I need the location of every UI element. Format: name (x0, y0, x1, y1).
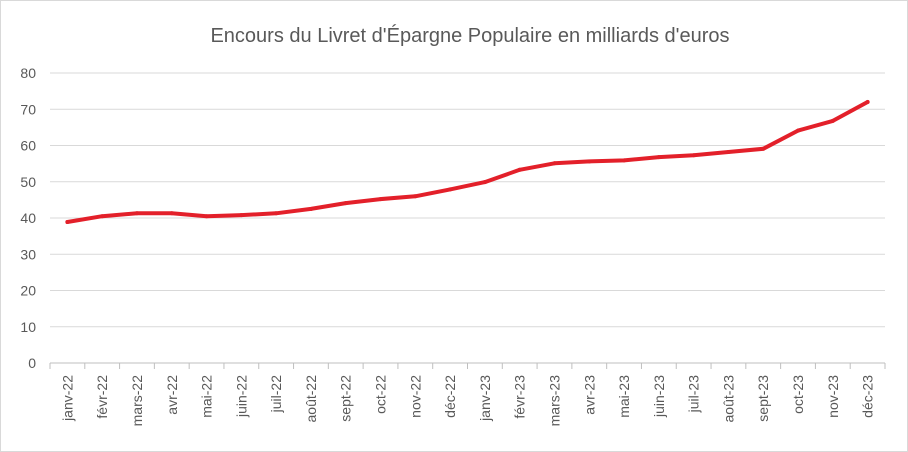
data-point (100, 214, 105, 219)
x-tick-label: juil-22 (268, 375, 284, 414)
x-tick-label: sept-22 (338, 375, 354, 422)
y-tick-label: 20 (20, 283, 36, 299)
y-tick-label: 70 (20, 101, 36, 117)
x-axis (49, 362, 886, 369)
y-tick-label: 40 (20, 210, 36, 226)
data-point (552, 161, 557, 166)
data-point (622, 158, 627, 163)
data-point (204, 214, 209, 219)
y-tick-label: 10 (20, 319, 36, 335)
data-point (865, 100, 870, 104)
x-tick-label: juin-23 (651, 375, 667, 418)
data-point (482, 180, 487, 185)
x-tick-label: nov-23 (825, 375, 841, 418)
x-tick-label: août-22 (303, 375, 319, 423)
y-tick-label: 0 (28, 355, 36, 371)
data-point (134, 211, 139, 216)
data-point (413, 194, 418, 199)
x-axis-ticks: janv-22 févr-22 mars-22 avr-22 mai-22 juin-22… (59, 375, 875, 427)
x-tick-label: mai-22 (199, 375, 215, 418)
data-point (343, 201, 348, 206)
x-tick-label: avr-22 (164, 375, 180, 415)
x-tick-label: févr-23 (512, 375, 528, 419)
chart-title: Encours du Livret d'Épargne Populaire en… (210, 24, 729, 47)
x-tick-label: juil-23 (686, 375, 702, 414)
x-tick-label: janv-23 (477, 375, 493, 422)
x-tick-label: juin-22 (233, 375, 249, 418)
data-point (308, 206, 313, 211)
data-point (239, 213, 244, 218)
x-tick-label: sept-23 (755, 375, 771, 422)
data-point (448, 187, 453, 192)
x-tick-label: mars-23 (546, 375, 562, 427)
series-group (65, 100, 870, 224)
x-tick-label: janv-22 (59, 375, 75, 422)
x-tick-label: déc-22 (442, 375, 458, 418)
data-point (656, 155, 661, 160)
x-tick-label: févr-22 (94, 375, 110, 419)
x-tick-label: mai-23 (616, 375, 632, 418)
data-point (169, 211, 174, 216)
y-axis-ticks: 0 10 20 30 40 50 60 70 80 (20, 65, 36, 371)
x-tick-label: déc-23 (860, 375, 876, 418)
y-tick-label: 50 (20, 174, 36, 190)
gridlines (50, 72, 885, 328)
x-tick-label: oct-22 (373, 375, 389, 414)
y-tick-label: 60 (20, 138, 36, 154)
x-tick-label: mars-22 (129, 375, 145, 427)
data-point (691, 153, 696, 158)
data-point (761, 146, 766, 151)
data-point (65, 219, 70, 224)
data-point (517, 167, 522, 172)
y-tick-label: 80 (20, 65, 36, 81)
data-point (830, 118, 835, 123)
data-point (587, 159, 592, 164)
x-tick-label: avr-23 (581, 375, 597, 415)
x-tick-label: nov-22 (407, 375, 423, 418)
data-point (726, 150, 731, 155)
series-line (65, 100, 870, 224)
x-tick-label: oct-23 (790, 375, 806, 414)
data-point (274, 211, 279, 216)
x-tick-label: août-23 (720, 375, 736, 423)
y-tick-label: 30 (20, 246, 36, 262)
data-point (378, 197, 383, 202)
data-point (796, 128, 801, 133)
